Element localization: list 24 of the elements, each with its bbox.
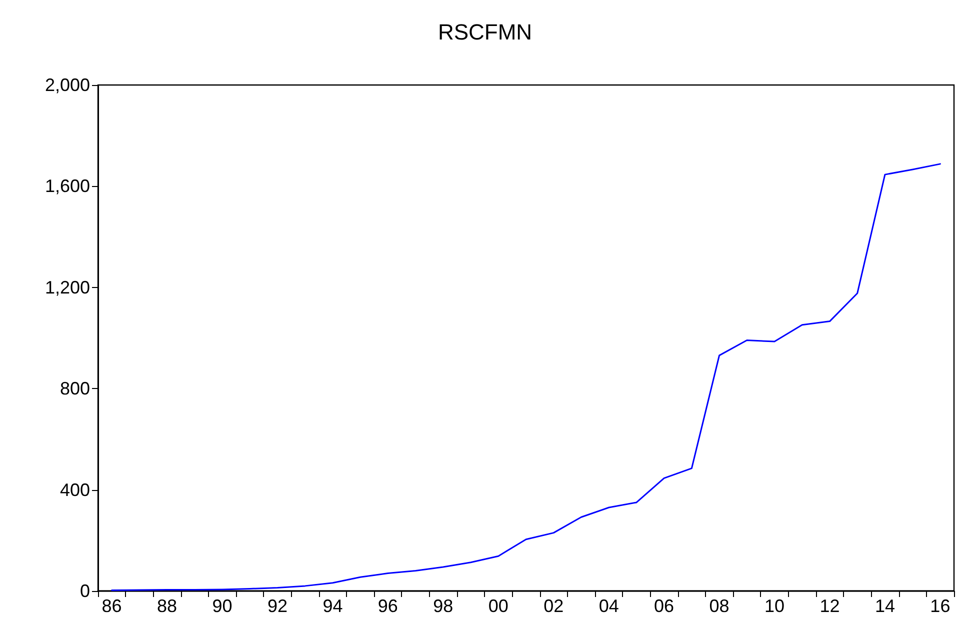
- y-tick-label: 2,000: [44, 75, 90, 95]
- y-tick-label: 1,200: [44, 277, 90, 298]
- x-tick-label: 92: [267, 596, 288, 616]
- x-tick-label: 06: [654, 596, 674, 616]
- x-tick-label: 88: [157, 596, 178, 616]
- x-tick-label: 16: [930, 596, 950, 616]
- x-tick-label: 10: [764, 596, 785, 616]
- line-series: [111, 163, 941, 591]
- x-tick-label: 14: [874, 596, 895, 616]
- x-tick-label: 02: [544, 596, 564, 616]
- x-tick-label: 12: [820, 596, 840, 616]
- x-tick-label: 00: [488, 596, 508, 616]
- y-tick-label: 800: [60, 378, 90, 399]
- chart-title: RSCFMN: [438, 20, 532, 44]
- x-tick-label: 04: [598, 596, 619, 616]
- x-tick-label: 98: [433, 596, 454, 616]
- y-tick-label: 400: [60, 480, 90, 500]
- x-tick-label: 90: [212, 596, 232, 616]
- y-tick-label: 0: [80, 581, 90, 601]
- x-tick-label: 86: [102, 596, 122, 616]
- x-tick-label: 96: [378, 596, 398, 616]
- x-tick-label: 08: [709, 596, 730, 616]
- x-tick-label: 94: [322, 596, 343, 616]
- y-tick-label: 1,600: [44, 176, 90, 196]
